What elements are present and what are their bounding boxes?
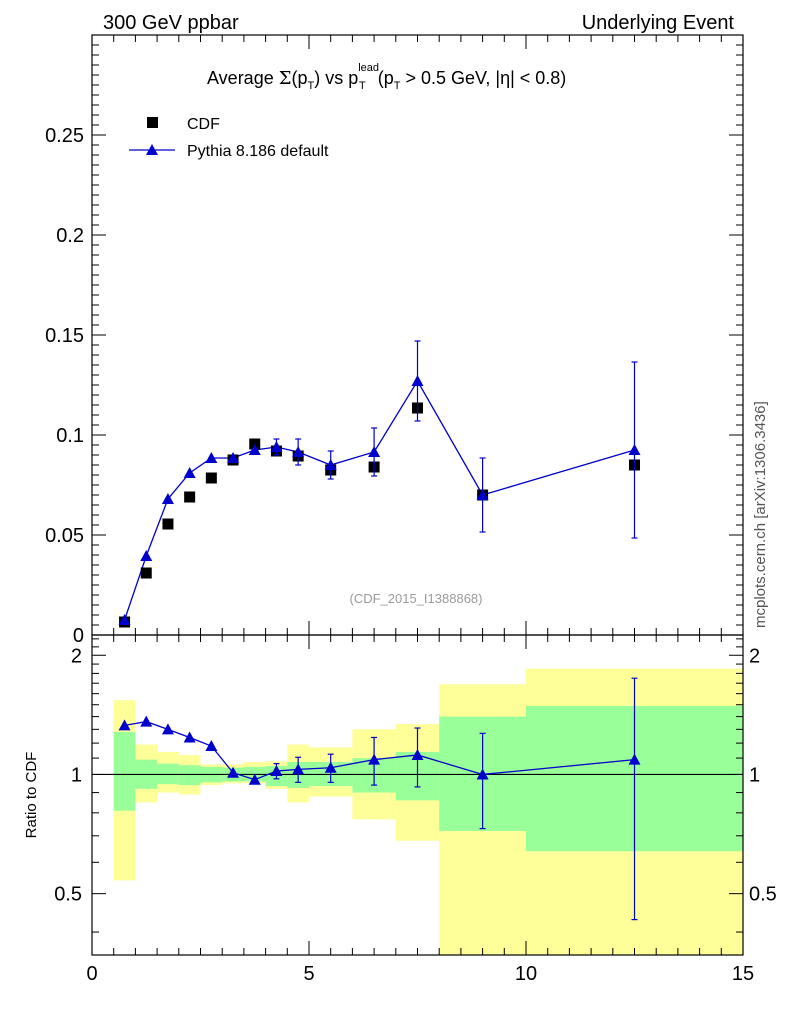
main-ytick-label: 0 xyxy=(73,625,84,647)
ratio-pythia-point xyxy=(161,723,174,735)
band-green-0 xyxy=(113,732,136,811)
ratio-ylabel: Ratio to CDF xyxy=(23,752,40,839)
ratio-pythia-point xyxy=(270,765,283,777)
legend-label-cdf: CDF xyxy=(187,116,220,133)
ratio-pythia-point xyxy=(324,761,337,773)
pythia-point xyxy=(140,550,153,561)
main-ytick-label: 0.1 xyxy=(56,425,84,447)
legend-label-pythia: Pythia 8.186 default xyxy=(187,143,329,160)
side-label: mcplots.cern.ch [arXiv:1306.3436] xyxy=(752,401,769,628)
ratio-pythia-point xyxy=(140,715,153,727)
band-green-3 xyxy=(178,765,201,786)
ratio-pythia-point xyxy=(292,763,305,775)
ratio-ytick-label: 2 xyxy=(71,645,82,667)
ratio-bands xyxy=(113,668,743,955)
header-left: 300 GeV ppbar xyxy=(103,12,239,34)
cdf-point xyxy=(184,491,196,503)
ratio-pythia-point xyxy=(476,768,489,780)
legend: CDF Pythia 8.186 default xyxy=(129,116,329,160)
pythia-point xyxy=(183,467,196,478)
main-ytick-label: 0.05 xyxy=(45,525,84,547)
main-ytick-label: 0.25 xyxy=(45,125,84,147)
pythia-point xyxy=(248,444,261,455)
ratio-ytick-label: 1 xyxy=(71,764,82,786)
ratio-pythia-point xyxy=(368,753,381,765)
pythia-point xyxy=(628,444,641,455)
pythia-point xyxy=(368,446,381,457)
main-series-layer xyxy=(118,340,641,628)
ratio-pythia-point xyxy=(248,773,261,785)
header-right: Underlying Event xyxy=(582,12,735,34)
pythia-point xyxy=(205,452,218,463)
analysis-label: (CDF_2015_I1388868) xyxy=(350,591,483,606)
cdf-point xyxy=(140,567,152,579)
pythia-point xyxy=(227,452,240,463)
pythia-point xyxy=(270,441,283,452)
pythia-point xyxy=(411,375,424,386)
xtick-label: 15 xyxy=(732,963,754,985)
pythia-point xyxy=(161,493,174,504)
ratio-pythia-point xyxy=(205,739,218,751)
pythia-point xyxy=(476,489,489,500)
cdf-point xyxy=(205,472,217,484)
legend-marker-cdf xyxy=(147,117,158,128)
ratio-pythia-point xyxy=(118,719,131,731)
ratio-ytick-label-right: 2 xyxy=(749,645,760,667)
xtick-label: 5 xyxy=(303,963,314,985)
pythia-point xyxy=(324,459,337,470)
ratio-plot-frame: 0.5 0.5 1 1 2 2 0 5 10 15 xyxy=(54,634,777,985)
ratio-pythia-point xyxy=(227,766,240,778)
xtick-label: 10 xyxy=(515,963,537,985)
ratio-pythia-point xyxy=(411,748,424,760)
pythia-point xyxy=(292,446,305,457)
ratio-ytick-label-right: 0.5 xyxy=(749,884,777,906)
cdf-point xyxy=(162,518,174,530)
ratio-series-layer xyxy=(118,677,641,921)
legend-marker-pythia xyxy=(146,144,158,155)
ratio-ytick-label: 0.5 xyxy=(54,884,82,906)
ratio-pythia-point xyxy=(628,753,641,765)
ratio-ytick-label-right: 1 xyxy=(749,764,760,786)
main-title: Average Σ(pT) vs plead T (pT > 0.5 GeV, |η… xyxy=(207,62,566,92)
ratio-pythia-point xyxy=(183,731,196,743)
main-ytick-label: 0.15 xyxy=(45,325,84,347)
pythia-line xyxy=(123,379,635,621)
pythia-point xyxy=(118,614,131,625)
xtick-label: 0 xyxy=(86,963,97,985)
main-ytick-label: 0.2 xyxy=(56,225,84,247)
